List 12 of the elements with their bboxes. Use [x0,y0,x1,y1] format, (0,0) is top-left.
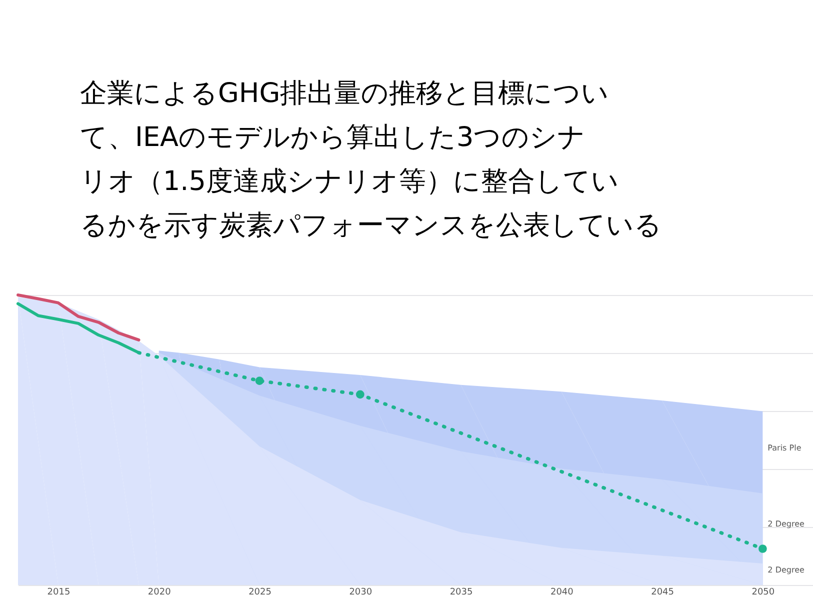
x-tick-label: 2035 [450,588,473,598]
series-label: Paris Ple [768,443,802,452]
x-tick-label: 2030 [349,588,372,598]
x-tick-label: 2015 [47,588,70,598]
x-tick-label: 2025 [248,588,272,598]
x-tick-label: 2045 [651,588,674,598]
x-tick-label: 2040 [550,588,574,598]
x-tick-label: 2050 [752,588,775,598]
chart-title: 企業によるGHG排出量の推移と目標について、IEAのモデルから算出した3つのシナリオ（1.5度達成シナリオ等）に整合しているかを示す炭素パフォーマンスを公表している [80,78,662,241]
series-label: 2 Degree [768,565,805,574]
x-tick-label: 2020 [148,588,172,598]
series-label: 2 Degree [768,519,805,528]
